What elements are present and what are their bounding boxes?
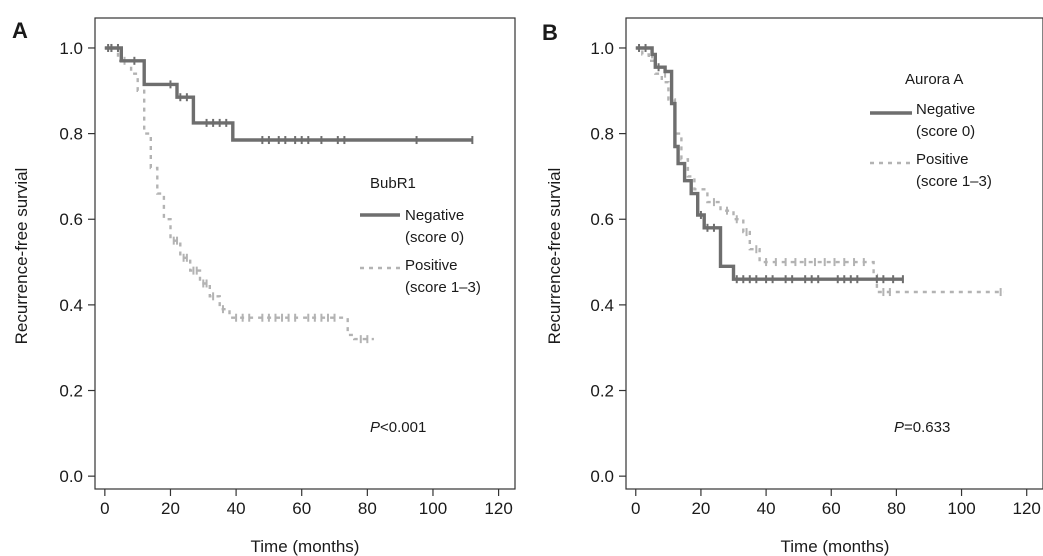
panel-a-x-tick-label-1: 20 [161,499,180,518]
panel-b-x-tick-label-2: 40 [757,499,776,518]
panel-a-x-tick-label-3: 60 [292,499,311,518]
panel-a-p-number: <0.001 [380,419,426,436]
panel-b-series-group [635,43,1004,297]
panel-a-x-tick-label-6: 120 [484,499,512,518]
panel-b-letter: B [542,20,558,45]
panel-a-legend-negative-label: Negative [405,207,464,224]
panel-b-positive-curve [635,46,1004,294]
panel-b-x-tick-label-1: 20 [691,499,710,518]
panel-b-p-value: P=0.633 [894,419,950,436]
panel-b-legend-negative-sublabel: (score 0) [916,123,975,140]
panel-a-legend-positive-label: Positive [405,257,458,274]
panel-a-legend: BubR1 Negative (score 0) Positive (score… [360,175,481,296]
panel-a-x-tick-label-4: 80 [358,499,377,518]
panel-b-p-number: =0.633 [904,419,950,436]
panel-a-p-symbol: P [370,419,380,436]
panel-a-y-tick-label-2: 0.4 [59,296,83,315]
panel-a-negative-curve [104,46,473,142]
panel-b-x-tick-label-0: 0 [631,499,640,518]
panel-a-x-tick-label-2: 40 [227,499,246,518]
panel-a-plot-frame [94,17,516,490]
panel-a-y-tick-label-3: 0.6 [59,210,83,229]
panel-b-negative-curve [635,46,903,281]
panel-a: A 0 20 40 60 80 100 120 0.0 0.2 0.4 0.6 0.8 1.0 Time… [12,17,516,556]
panel-b-y-tick-label-4: 0.8 [590,125,614,144]
panel-b-x-tick-label-5: 100 [947,499,975,518]
panel-b-p-symbol: P [894,419,904,436]
panel-a-legend-negative-sublabel: (score 0) [405,229,464,246]
panel-b-x-axis-label: Time (months) [781,537,890,556]
panel-a-y-tick-label-0: 0.0 [59,467,83,486]
panel-b-y-tick-label-1: 0.2 [590,382,614,401]
panel-b-y-tick-label-5: 1.0 [590,39,614,58]
panel-a-letter: A [12,18,28,43]
panel-a-legend-positive-sublabel: (score 1–3) [405,279,481,296]
panel-b-x-tick-label-6: 120 [1013,499,1041,518]
panel-a-positive-curve [104,46,374,341]
panel-b: B 0 20 40 60 80 100 120 0.0 0.2 0.4 0.6 0.8 1.0 Time… [542,17,1043,556]
panel-b-ticks: 0 20 40 60 80 100 120 0.0 0.2 0.4 0.6 0.8 1.0 [590,39,1041,518]
panel-b-x-tick-label-3: 60 [822,499,841,518]
panel-b-legend-title: Aurora A [905,71,963,88]
panel-b-legend: Aurora A Negative (score 0) Positive (sc… [870,71,992,190]
panel-a-x-tick-label-5: 100 [419,499,447,518]
panel-b-x-tick-label-4: 80 [887,499,906,518]
panel-b-y-axis-label: Recurrence-free survial [545,168,564,345]
panel-a-series-group [104,43,474,344]
panel-a-y-axis-label: Recurrence-free survial [12,168,31,345]
panel-b-y-tick-label-3: 0.6 [590,210,614,229]
panel-b-y-tick-label-0: 0.0 [590,467,614,486]
panel-a-ticks: 0 20 40 60 80 100 120 0.0 0.2 0.4 0.6 0.8 1.0 [59,39,512,518]
panel-a-x-axis-label: Time (months) [251,537,360,556]
panel-b-y-tick-label-2: 0.4 [590,296,614,315]
panel-a-legend-title: BubR1 [370,175,416,192]
panel-a-p-value: P<0.001 [370,419,426,436]
panel-a-y-tick-label-1: 0.2 [59,382,83,401]
panel-a-y-tick-label-4: 0.8 [59,125,83,144]
panel-b-legend-positive-sublabel: (score 1–3) [916,173,992,190]
panel-a-x-tick-label-0: 0 [100,499,109,518]
panel-b-legend-positive-label: Positive [916,151,969,168]
panel-a-y-tick-label-5: 1.0 [59,39,83,58]
panel-b-plot-frame [625,17,1043,490]
panel-b-legend-negative-label: Negative [916,101,975,118]
